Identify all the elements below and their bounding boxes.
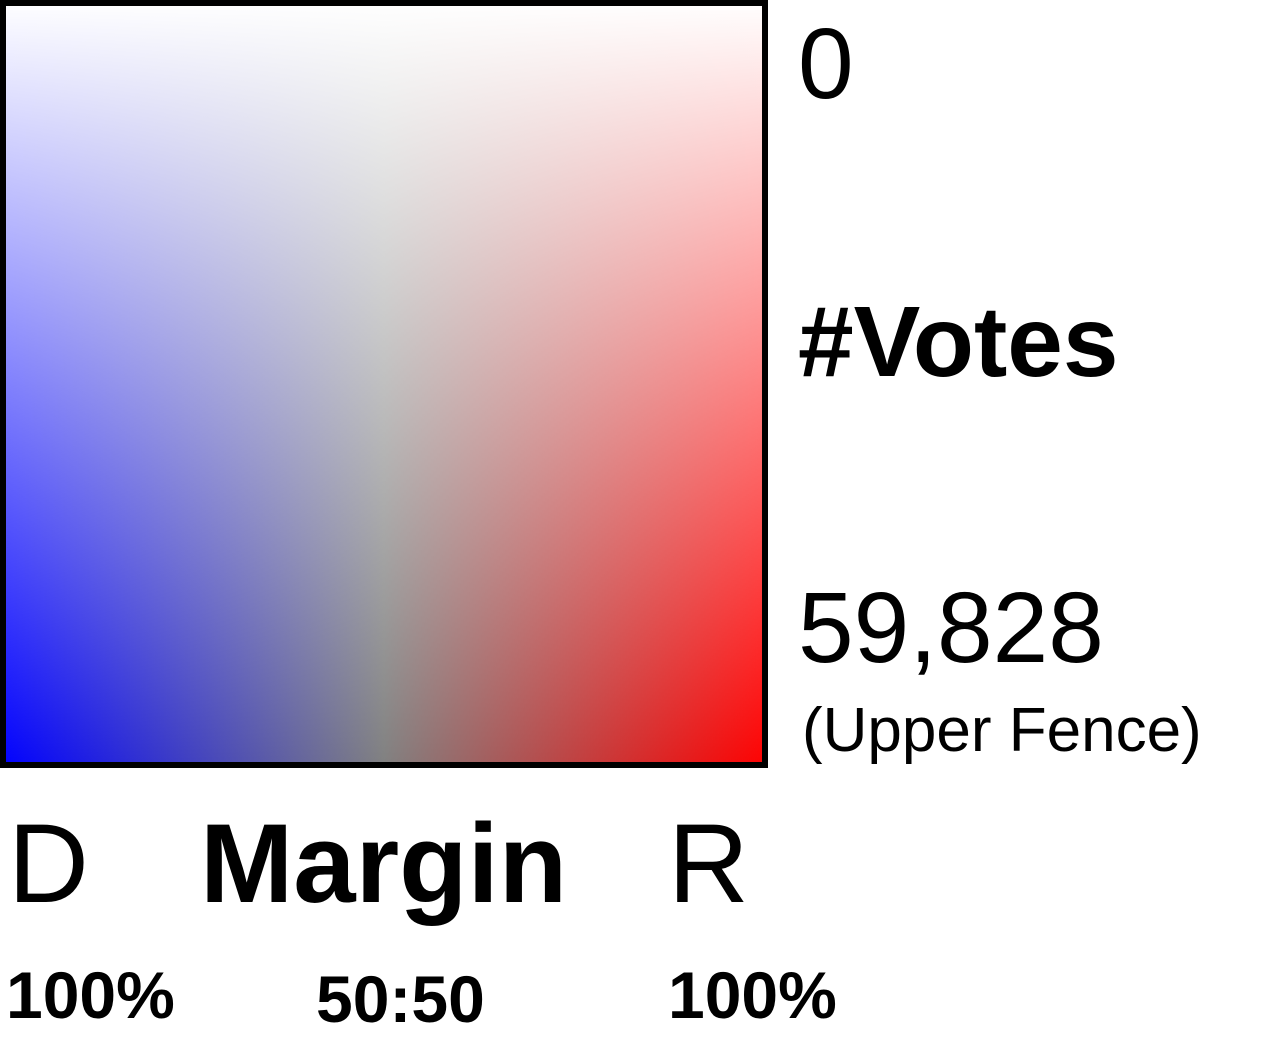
democrat-percent-tick: 100% bbox=[6, 958, 175, 1032]
republican-percent-tick: 100% bbox=[668, 958, 837, 1032]
even-split-tick: 50:50 bbox=[316, 962, 485, 1036]
democrat-end-label: D bbox=[8, 801, 89, 926]
votes-top-tick: 0 bbox=[798, 8, 854, 120]
legend-border bbox=[0, 0, 768, 768]
votes-bottom-tick: 59,828 bbox=[798, 572, 1104, 684]
margin-axis-label: Margin bbox=[200, 801, 568, 926]
votes-bottom-note: (Upper Fence) bbox=[802, 696, 1202, 765]
bivariate-color-legend bbox=[0, 0, 768, 768]
votes-axis-label: #Votes bbox=[798, 286, 1119, 398]
vote-count-fade bbox=[0, 0, 768, 768]
republican-end-label: R bbox=[668, 801, 749, 926]
